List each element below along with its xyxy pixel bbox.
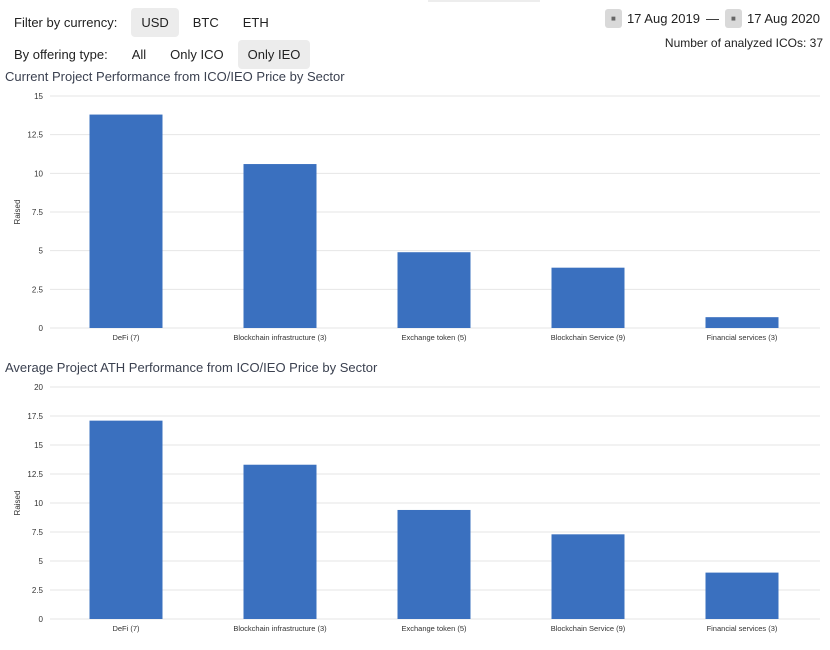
y-axis-label: Raised [13,491,22,516]
date-separator: — [705,11,719,26]
x-tick-label: Blockchain Service (9) [551,624,626,633]
y-tick-label: 5 [39,557,44,566]
bar-exchange-token-5[interactable] [397,252,471,328]
x-tick-label: Blockchain infrastructure (3) [233,624,327,633]
offering-all-button[interactable]: All [131,47,147,62]
top-divider [428,0,540,2]
bar-defi-7[interactable] [89,420,163,619]
x-tick-label: Exchange token (5) [401,333,467,342]
offering-only-ico-button[interactable]: Only ICO [170,47,224,62]
currency-usd-button[interactable]: USD [131,8,179,37]
y-tick-label: 10 [34,169,43,178]
bar-blockchain-infrastructure-3[interactable] [243,464,317,619]
y-tick-label: 12.5 [27,470,43,479]
y-tick-label: 0 [39,324,44,333]
x-tick-label: Financial services (3) [707,624,778,633]
currency-btc-button[interactable]: BTC [192,15,219,30]
analyzed-count: Number of analyzed ICOs: 37 [664,36,823,50]
offering-filter: By offering type: All Only ICO Only IEO [14,40,314,69]
y-tick-label: 7.5 [32,528,44,537]
chart-ath-performance: 0 2.5 5 7.5 10 12.5 15 17.5 20 Raised DeFi (7) Bloc… [13,383,820,633]
x-tick-label: DeFi (7) [112,624,140,633]
chart-current-performance: 0 2.5 5 7.5 10 12.5 15 Raised DeFi (7) Blockchain… [13,92,820,342]
x-tick-label: Exchange token (5) [401,624,467,633]
offering-filter-label: By offering type: [14,47,108,62]
y-tick-label: 15 [34,441,43,450]
y-tick-label: 7.5 [32,208,44,217]
bar-defi-7[interactable] [89,114,163,328]
y-tick-label: 0 [39,615,44,624]
chart-title-ath: Average Project ATH Performance from ICO… [5,360,378,375]
y-tick-label: 2.5 [32,586,44,595]
bar-blockchain-infrastructure-3[interactable] [243,164,317,328]
x-tick-label: Blockchain Service (9) [551,333,626,342]
y-tick-label: 10 [34,499,43,508]
currency-eth-button[interactable]: ETH [242,15,269,30]
x-tick-label: Blockchain infrastructure (3) [233,333,327,342]
chart-title-current: Current Project Performance from ICO/IEO… [5,69,345,84]
y-axis-label: Raised [13,200,22,225]
y-tick-label: 5 [39,247,44,256]
bar-blockchain-service-9[interactable] [551,534,625,619]
x-tick-label: DeFi (7) [112,333,140,342]
date-end[interactable]: 17 Aug 2020 [746,11,820,26]
currency-filter-label: Filter by currency: [14,15,118,30]
x-tick-label: Financial services (3) [707,333,778,342]
bar-blockchain-service-9[interactable] [551,267,625,328]
calendar-icon[interactable]: ■ [604,9,622,28]
y-tick-label: 12.5 [27,131,43,140]
y-tick-label: 20 [34,383,43,392]
offering-only-ieo-button[interactable]: Only IEO [237,40,311,69]
calendar-icon[interactable]: ■ [724,9,742,28]
currency-filter: Filter by currency: USD BTC ETH [14,8,283,37]
y-tick-label: 15 [34,92,43,101]
bar-financial-services-3[interactable] [705,572,779,619]
y-tick-label: 17.5 [27,412,43,421]
bar-exchange-token-5[interactable] [397,509,471,619]
date-range: ■ 17 Aug 2019 — ■ 17 Aug 2020 [604,9,820,28]
y-tick-label: 2.5 [32,285,44,294]
bar-financial-services-3[interactable] [705,317,779,328]
date-start[interactable]: 17 Aug 2019 [626,11,700,26]
